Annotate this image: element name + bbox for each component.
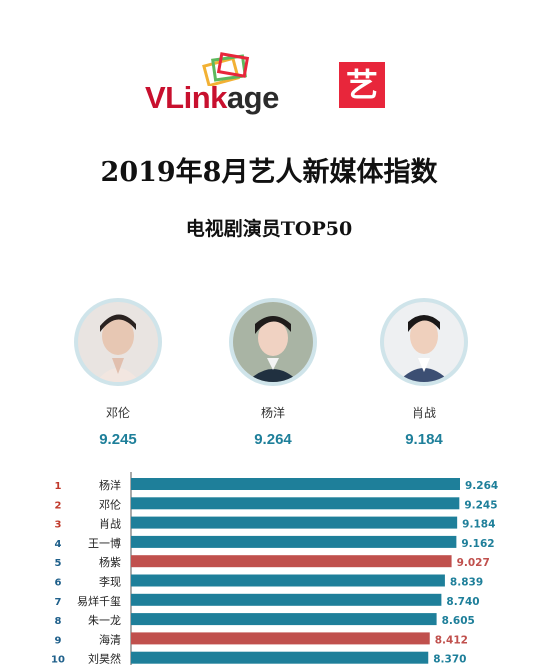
bar: [131, 593, 442, 606]
category-label: 李现: [99, 575, 121, 589]
page-title: 2019年8月艺人新媒体指数: [100, 157, 438, 188]
rank-label: 3: [55, 520, 62, 531]
bar: [131, 613, 437, 626]
value-label: 9.264: [465, 480, 498, 492]
avatar: [229, 298, 317, 386]
rank-label: 9: [55, 635, 62, 646]
podium-score: 9.184: [405, 431, 443, 448]
value-label: 8.839: [450, 577, 483, 589]
bar: [131, 651, 429, 664]
vlinkage-logo: VLinkage 艺: [145, 52, 390, 116]
value-label: 8.740: [446, 596, 479, 608]
rank-label: 6: [55, 578, 62, 589]
value-label: 9.184: [462, 519, 495, 531]
value-label: 8.412: [435, 634, 468, 646]
podium-score: 9.264: [254, 431, 292, 448]
category-label: 杨洋: [99, 478, 121, 492]
rank-label: 4: [55, 539, 62, 550]
logo-wordmark: VLinkage: [145, 80, 279, 116]
logo-brand-left: VLink: [145, 80, 227, 115]
value-label: 9.027: [457, 557, 490, 569]
category-label: 王一博: [88, 537, 121, 550]
category-label: 邓伦: [99, 497, 121, 511]
bar: [131, 632, 430, 645]
portrait-icon: [384, 302, 464, 382]
value-label: 8.605: [442, 615, 475, 627]
rank-label: 5: [55, 558, 62, 569]
bar: [131, 497, 460, 510]
podium-name: 邓伦: [105, 406, 130, 420]
portrait-icon: [233, 302, 313, 382]
value-label: 8.370: [433, 654, 466, 665]
rank-label: 1: [55, 481, 62, 492]
podium-score: 9.245: [99, 431, 137, 448]
yi-badge: 艺: [339, 62, 385, 108]
rank-label: 10: [51, 655, 65, 665]
value-label: 9.245: [464, 499, 497, 511]
podium-item-2: 邓伦 9.245: [53, 298, 183, 448]
avatar: [74, 298, 162, 386]
logo-cards-icon: [202, 52, 250, 86]
bar: [131, 516, 458, 529]
podium-item-3: 肖战 9.184: [359, 298, 489, 448]
category-label: 朱一龙: [88, 614, 121, 627]
avatar: [380, 298, 468, 386]
category-label: 海清: [99, 632, 121, 646]
portrait-icon: [78, 302, 158, 382]
bar: [131, 535, 457, 548]
category-label: 刘昊然: [88, 652, 121, 665]
podium-name: 杨洋: [260, 406, 285, 420]
bar: [131, 478, 460, 490]
logo-brand-right: age: [226, 80, 279, 115]
page-subtitle: 电视剧演员TOP50: [185, 218, 353, 240]
category-label: 杨紫: [99, 555, 121, 569]
rank-label: 7: [55, 597, 62, 608]
bar: [131, 574, 445, 587]
value-label: 9.162: [461, 538, 494, 550]
rank-label: 8: [55, 616, 62, 627]
podium-name: 肖战: [411, 406, 436, 420]
podium-item-1: 杨洋 9.264: [208, 298, 338, 448]
ranking-bar-chart: 1 杨洋 9.264 2 邓伦 9.245 3 肖战 9.184 4 王一博 9.162 5 杨紫 9.02…: [51, 472, 498, 665]
category-label: 易烊千玺: [77, 594, 121, 608]
rank-label: 2: [55, 500, 62, 511]
bar: [131, 555, 452, 568]
category-label: 肖战: [99, 517, 121, 531]
